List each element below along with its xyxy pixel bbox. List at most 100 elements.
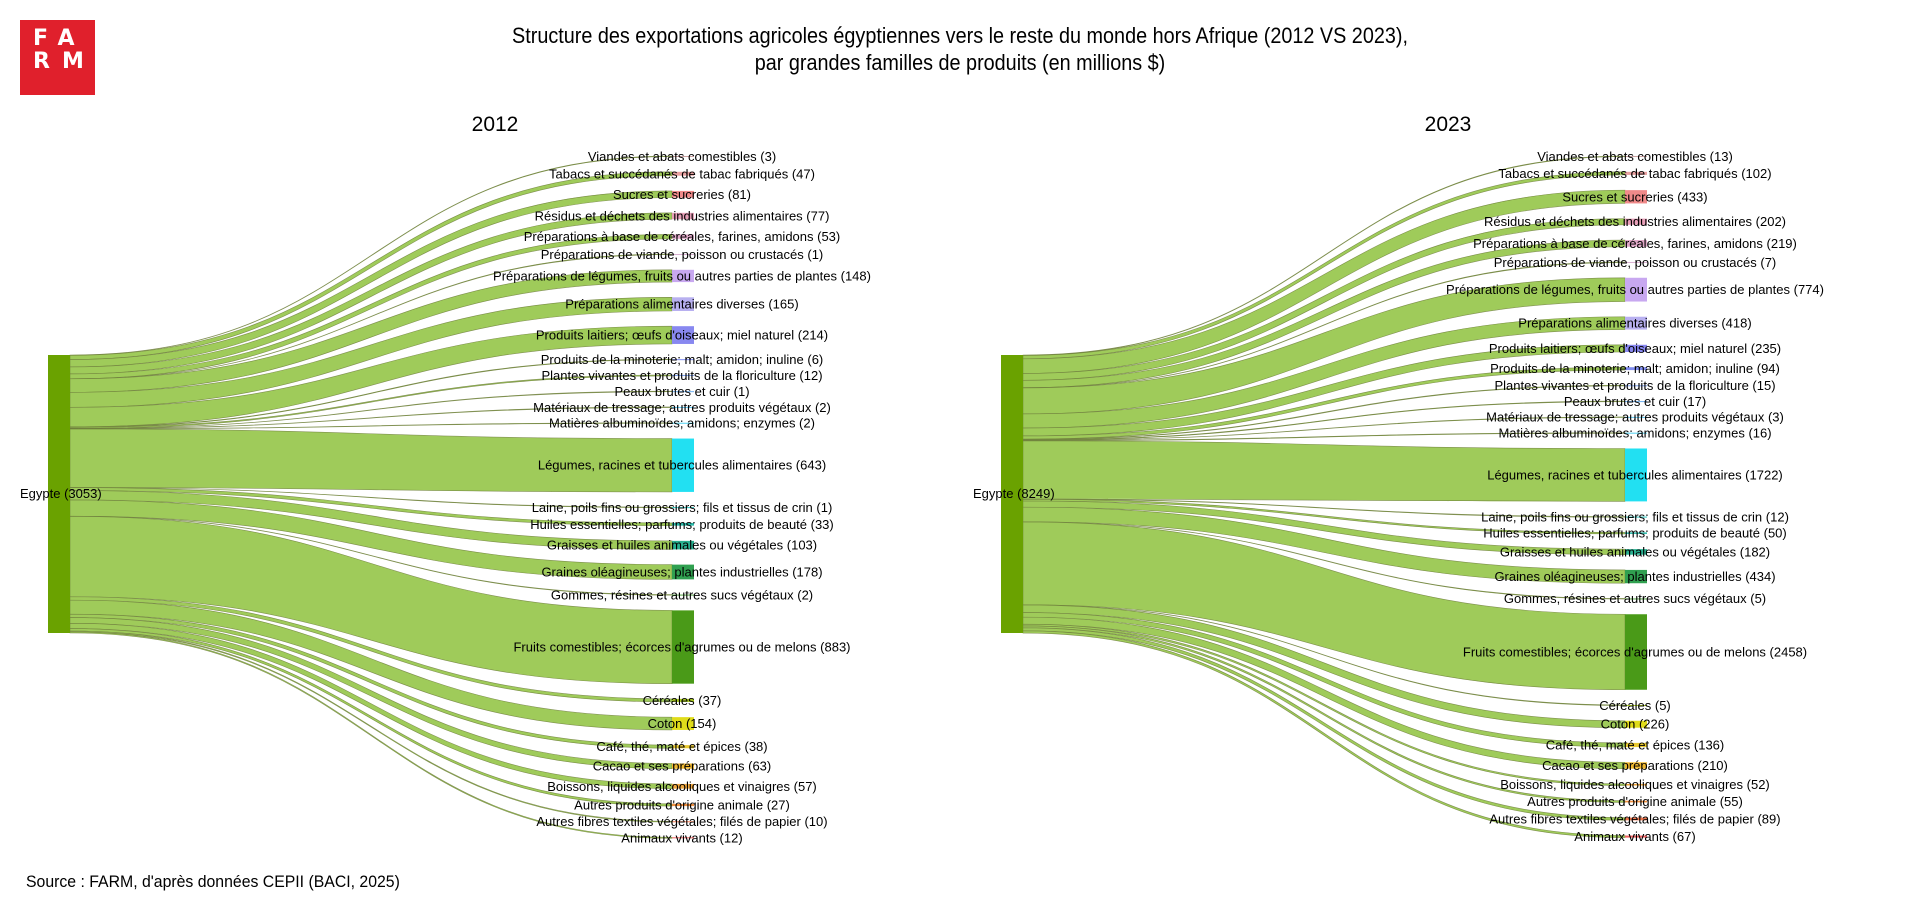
target-label: Autres fibres textiles végétales; filés …: [1489, 811, 1780, 826]
flow-link: [1022, 189, 1626, 374]
target-label: Autres produits d'origine animale (55): [1527, 794, 1743, 809]
target-node: [672, 297, 694, 311]
target-node: [1625, 549, 1647, 555]
source-label: Egypte (3053): [20, 486, 102, 501]
target-node: [672, 698, 694, 702]
target-label: Préparations de légumes, fruits ou autre…: [1446, 282, 1824, 297]
target-node: [1625, 448, 1647, 502]
target-node: [672, 610, 694, 684]
target-label: Préparations de viande, poisson ou crust…: [541, 247, 824, 262]
target-node: [1625, 783, 1647, 786]
flow-link: [69, 490, 673, 550]
target-label: Résidus et déchets des industries alimen…: [535, 209, 830, 224]
chart-title-line-1: Structure des exportations agricoles égy…: [512, 23, 1408, 48]
target-node: [672, 374, 694, 376]
target-node: [1625, 344, 1647, 353]
target-node: [672, 359, 694, 361]
target-label: Matières albuminoïdes; amidons; enzymes …: [1498, 425, 1771, 440]
target-label: Graines oléagineuses; plantes industriel…: [1494, 569, 1775, 584]
target-label: Autres fibres textiles végétales; filés …: [536, 814, 827, 829]
flow-link: [1022, 604, 1626, 728]
target-label: Sucres et sucreries (81): [613, 187, 751, 202]
flow-link: [1022, 277, 1626, 415]
target-label: Préparations de légumes, fruits ou autre…: [493, 268, 871, 283]
flow-link: [1022, 623, 1626, 786]
chart-title: Structure des exportations agricoles égy…: [96, 22, 1824, 76]
target-label: Légumes, racines et tubercules alimentai…: [538, 458, 826, 473]
target-node: [672, 326, 694, 344]
source-label: Egypte (8249): [973, 486, 1055, 501]
flow-link: [69, 516, 673, 684]
logo-row-1: FA: [33, 26, 87, 51]
target-node: [1625, 762, 1647, 769]
target-node: [672, 821, 694, 823]
target-label: Produits de la minoterie; malt; amidon; …: [541, 352, 824, 367]
links: [1022, 155, 1626, 838]
flow-link: [69, 599, 673, 731]
target-node: [672, 540, 694, 550]
target-node: [1625, 277, 1647, 302]
target-node: [1625, 704, 1647, 706]
target-label: Plantes vivantes et produits de la flori…: [1494, 378, 1775, 393]
target-label: Boissons, liquides alcooliques et vinaig…: [547, 779, 817, 794]
target-label: Coton (154): [648, 716, 717, 731]
flow-link: [1022, 612, 1626, 748]
target-label: Sucres et sucreries (433): [1562, 189, 1707, 204]
target-label: Fruits comestibles; écorces d'agrumes ou…: [1463, 645, 1807, 660]
target-node: [672, 254, 694, 256]
target-node: [672, 234, 694, 239]
target-label: Graisses et huiles animales ou végétales…: [547, 538, 817, 553]
target-label: Laine, poils fins ou grossiers; fils et …: [532, 500, 833, 515]
farm-logo: FA RM: [20, 20, 95, 95]
target-node: [672, 745, 694, 749]
target-node: [672, 391, 694, 393]
flow-link: [1022, 630, 1626, 838]
target-node: [1625, 401, 1647, 403]
target-label: Matériaux de tressage; autres produits v…: [533, 400, 831, 415]
flow-link: [69, 499, 673, 580]
target-node: [1625, 416, 1647, 418]
target-node: [672, 717, 694, 730]
target-label: Graisses et huiles animales ou végétales…: [1500, 544, 1770, 559]
target-label: Préparations alimentaires diverses (418): [1518, 316, 1751, 331]
target-node: [1625, 835, 1647, 838]
target-label: Gommes, résines et autres sucs végétaux …: [551, 587, 813, 602]
target-node: [1625, 190, 1647, 204]
source-note: Source : FARM, d'après données CEPII (BA…: [26, 872, 400, 891]
target-node: [672, 156, 694, 157]
target-label: Tabacs et succédanés de tabac fabriqués …: [1498, 166, 1771, 181]
target-label: Boissons, liquides alcooliques et vinaig…: [1500, 777, 1770, 792]
target-node: [1625, 614, 1647, 690]
target-label: Tabacs et succédanés de tabac fabriqués …: [549, 166, 815, 181]
target-label: Céréales (5): [1599, 698, 1671, 713]
target-node: [1625, 240, 1647, 247]
target-node: [1625, 385, 1647, 387]
target-node: [672, 763, 694, 769]
target-node: [1625, 800, 1647, 803]
target-node: [672, 212, 694, 220]
target-node: [672, 190, 694, 198]
target-node: [672, 564, 694, 580]
target-label: Huiles essentielles; parfums; produits d…: [1483, 526, 1787, 541]
flow-link: [69, 596, 673, 703]
target-node: [1625, 367, 1647, 371]
target-node: [672, 507, 694, 509]
sankey-2023: 2023 Egypte (8249) Viandes et abats comest…: [973, 113, 1824, 844]
target-label: Préparations de viande, poisson ou crust…: [1494, 255, 1777, 270]
target-node: [672, 837, 694, 839]
target-node: [1625, 569, 1647, 584]
target-label: Matériaux de tressage; autres produits v…: [1486, 410, 1784, 425]
target-label: Café, thé, maté et épices (136): [1546, 737, 1724, 752]
source-node: [1001, 355, 1023, 633]
target-label: Produits de la minoterie; malt; amidon; …: [1490, 361, 1780, 376]
target-node: [672, 422, 694, 424]
target-label: Cacao et ses préparations (63): [593, 759, 771, 774]
target-label: Viandes et abats comestibles (13): [1537, 149, 1733, 164]
target-node: [672, 171, 694, 176]
target-label: Produits laitiers; œufs d'oiseaux; miel …: [1489, 341, 1781, 356]
target-node: [1625, 516, 1647, 518]
target-label: Peaux brutes et cuir (17): [1564, 394, 1706, 409]
target-node: [672, 594, 694, 596]
target-label: Animaux vivants (67): [1574, 829, 1695, 844]
target-label: Céréales (37): [643, 693, 722, 708]
